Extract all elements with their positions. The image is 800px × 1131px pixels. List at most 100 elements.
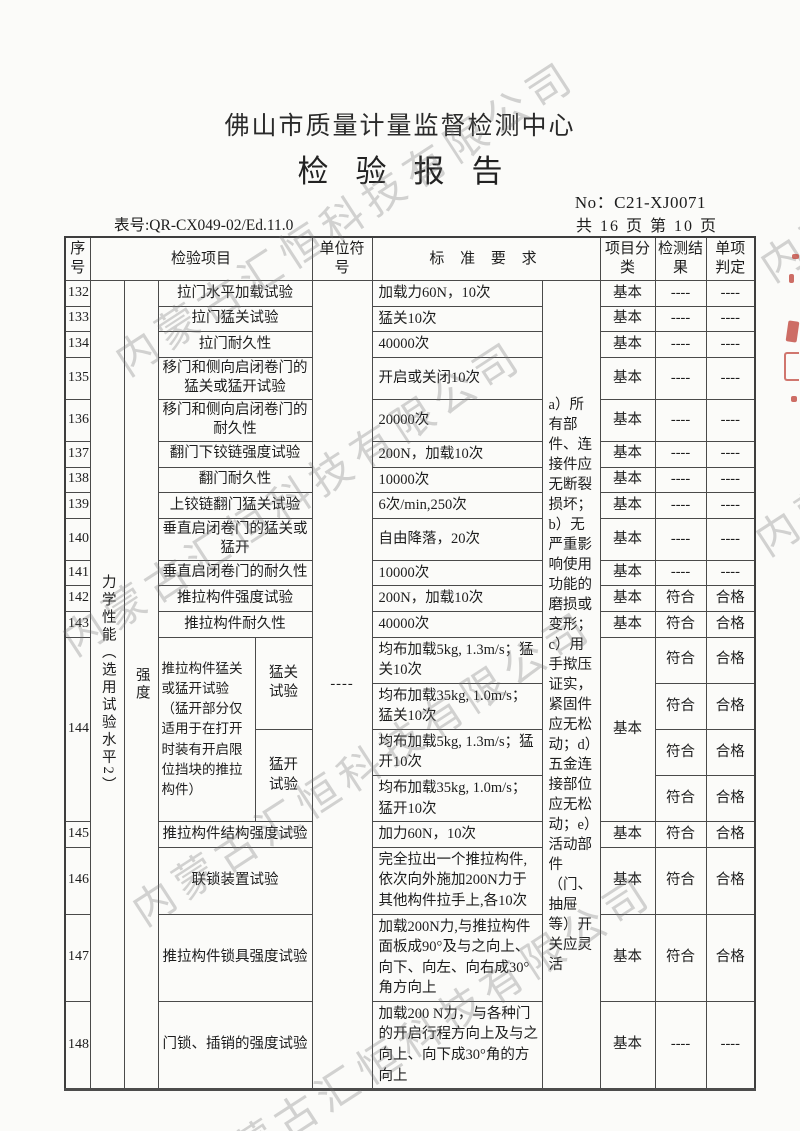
subtest-cell: 猛关试验 xyxy=(254,636,313,730)
inspection-table: 序号 检验项目 单位符号 标 准 要 求 项目分类 检测结果 单项判定 132 力… xyxy=(64,236,757,1092)
judgement-cell: ---- xyxy=(705,440,756,468)
table-row: 135 移门和侧向启闭卷门的猛关或猛开试验 开启或关闭10次 基本 ---- ---- xyxy=(64,356,756,400)
result-cell: ---- xyxy=(654,440,707,468)
table-row: 133 拉门猛关试验 猛关10次 基本 ---- ---- xyxy=(64,305,756,333)
category-cell: 基本 xyxy=(599,846,656,915)
judgement-cell: 合格 xyxy=(705,728,756,777)
stamp-fragment xyxy=(789,274,794,283)
category-cell: 基本 xyxy=(599,1000,656,1091)
result-cell: 符合 xyxy=(654,682,707,730)
table-row: 134 拉门耐久性 40000次 基本 ---- ---- xyxy=(64,331,756,358)
performance-category-cell: 力学性能（选用试验水平2） xyxy=(89,279,125,1091)
judgement-cell: ---- xyxy=(705,280,756,307)
category-cell: 基本 xyxy=(599,492,656,519)
category-cell: 基本 xyxy=(599,356,656,400)
report-number: No：C21-XJ0071 xyxy=(574,193,706,212)
requirement-cell: 均布加载35kg, 1.0m/s；猛关10次 xyxy=(371,682,543,730)
result-cell: 符合 xyxy=(654,728,707,777)
subtest-cell: 猛开试验 xyxy=(254,728,313,823)
item-cell: 翻门耐久性 xyxy=(157,466,313,494)
requirement-cell: 加力60N，10次 xyxy=(371,821,543,848)
item-cell: 拉门耐久性 xyxy=(157,331,313,358)
item-cell: 联锁装置试验 xyxy=(157,846,313,915)
judgement-cell: ---- xyxy=(705,466,756,494)
seq-cell: 147 xyxy=(64,913,91,1002)
seq-cell: 132 xyxy=(64,280,91,307)
judgement-cell: 合格 xyxy=(705,636,756,684)
table-row: 148 门锁、插销的强度试验 加载200 N力，与各种门的开启行程方向上及与之向上、… xyxy=(64,1000,756,1091)
result-cell: ---- xyxy=(654,398,707,442)
item-description-cell: 推拉构件猛关或猛开试验（猛开部分仅适用于在打开时装有开启限位挡块的推拉构件） xyxy=(157,636,256,823)
seq-cell: 139 xyxy=(64,492,91,519)
stamp-fragment xyxy=(792,254,799,259)
category-cell: 基本 xyxy=(599,636,656,823)
table-header-row: 序号 检验项目 单位符号 标 准 要 求 项目分类 检测结果 单项判定 xyxy=(64,236,756,281)
item-cell: 推拉构件强度试验 xyxy=(157,585,313,612)
judgement-cell: 合格 xyxy=(705,775,756,823)
requirement-cell: 均布加载5kg, 1.3m/s；猛开10次 xyxy=(371,728,543,777)
judgement-cell: ---- xyxy=(705,492,756,519)
category-cell: 基本 xyxy=(599,331,656,358)
form-number: 表号:QR-CX049-02/Ed.11.0 xyxy=(114,217,294,234)
seq-cell: 133 xyxy=(64,305,91,333)
col-header-seq: 序号 xyxy=(64,236,91,281)
result-cell: ---- xyxy=(654,1000,707,1091)
table-row: 142 推拉构件强度试验 200N，加载10次 基本 符合 合格 xyxy=(64,585,756,612)
col-header-result: 检测结果 xyxy=(654,236,707,281)
table-row: 146 联锁装置试验 完全拉出一个推拉构件,依次向外施加200N力于其他构件拉手上,… xyxy=(64,846,756,915)
seq-cell: 141 xyxy=(64,559,91,587)
judgement-cell: ---- xyxy=(705,1000,756,1091)
judgement-cell: 合格 xyxy=(705,913,756,1002)
judgement-cell: 合格 xyxy=(705,585,756,612)
requirement-cell: 40000次 xyxy=(371,331,543,358)
strength-category-cell: 强度 xyxy=(123,279,159,1091)
judgement-cell: ---- xyxy=(705,559,756,587)
judgement-cell: 合格 xyxy=(705,611,756,638)
requirement-cell: 6次/min,250次 xyxy=(371,492,543,519)
organization-title: 佛山市质量计量监督检测中心 xyxy=(224,113,576,140)
requirement-cell: 200N，加载10次 xyxy=(371,440,543,468)
requirement-cell: 40000次 xyxy=(371,611,543,638)
seq-cell: 148 xyxy=(64,1000,91,1091)
item-cell: 翻门下铰链强度试验 xyxy=(157,440,313,468)
requirement-cell: 10000次 xyxy=(371,559,543,587)
table-row: 143 推拉构件耐久性 40000次 基本 符合 合格 xyxy=(64,611,756,638)
category-cell: 基本 xyxy=(599,305,656,333)
report-title: 检验报告 xyxy=(297,154,530,189)
requirement-cell: 加载力60N，10次 xyxy=(371,280,543,307)
seq-cell: 146 xyxy=(64,846,91,915)
result-cell: ---- xyxy=(654,517,707,561)
item-cell: 拉门水平加载试验 xyxy=(157,280,313,307)
seq-cell: 137 xyxy=(64,440,91,468)
judgement-cell: ---- xyxy=(705,331,756,358)
requirement-cell: 均布加载5kg, 1.3m/s；猛关10次 xyxy=(371,636,543,684)
col-header-category: 项目分类 xyxy=(599,236,656,281)
requirement-cell: 加载200N力,与推拉构件面板成90°及与之向上、向下、向左、向右成30°角方向… xyxy=(371,913,543,1002)
judgement-cell: ---- xyxy=(705,398,756,442)
table-row: 136 移门和侧向启闭卷门的耐久性 20000次 基本 ---- ---- xyxy=(64,398,756,442)
table-row: 141 垂直启闭卷门的耐久性 10000次 基本 ---- ---- xyxy=(64,559,756,587)
seq-cell: 134 xyxy=(64,331,91,358)
judgement-cell: 合格 xyxy=(705,821,756,848)
category-cell: 基本 xyxy=(599,280,656,307)
page-count: 共 16 页 第 10 页 xyxy=(575,218,718,235)
seq-cell: 143 xyxy=(64,611,91,638)
item-cell: 上铰链翻门猛关试验 xyxy=(157,492,313,519)
requirement-cell: 均布加载35kg, 1.0m/s；猛开10次 xyxy=(371,775,543,823)
col-header-requirement: 标 准 要 求 xyxy=(371,236,601,281)
unit-symbol-cell: ---- xyxy=(311,279,373,1091)
table-row: 均布加载35kg, 1.0m/s；猛开10次 符合 合格 xyxy=(65,775,756,823)
stamp-fragment xyxy=(784,352,799,381)
result-cell: ---- xyxy=(654,466,707,494)
seq-cell: 145 xyxy=(64,821,91,848)
col-header-judgement: 单项判定 xyxy=(705,236,756,281)
requirement-cell: 200N，加载10次 xyxy=(371,585,543,612)
category-cell: 基本 xyxy=(599,585,656,612)
inspection-table-body: 132 力学性能（选用试验水平2） 强度 拉门水平加载试验 ---- 加载力60N，10次… xyxy=(64,279,756,1091)
result-cell: ---- xyxy=(654,331,707,358)
requirement-cell: 加载200 N力，与各种门的开启行程方向上及与之向上、向下成30°角的方向上 xyxy=(371,1000,543,1091)
requirement-cell: 20000次 xyxy=(371,398,543,442)
category-cell: 基本 xyxy=(599,913,656,1002)
table-row: 147 推拉构件锁具强度试验 加载200N力,与推拉构件面板成90°及与之向上、向下… xyxy=(64,913,756,1002)
table-row: 猛开试验 均布加载5kg, 1.3m/s；猛开10次 符合 合格 xyxy=(65,728,756,823)
